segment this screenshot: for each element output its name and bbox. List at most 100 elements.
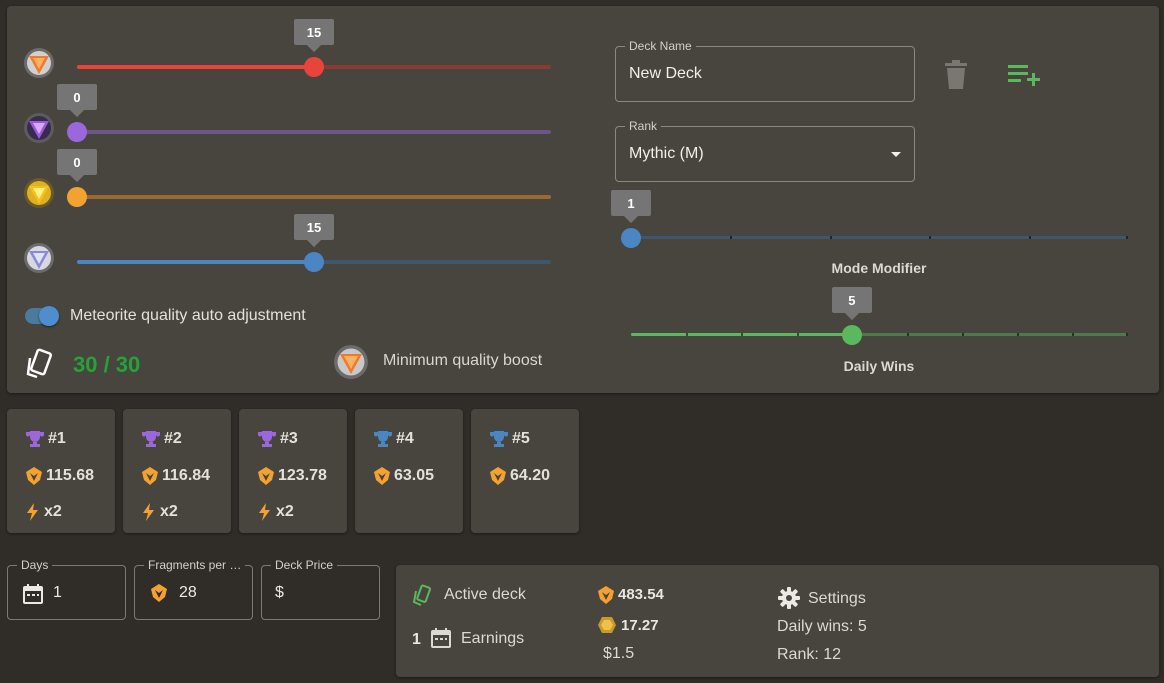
fragments-total: 483.54 [618,586,664,603]
gear-icon[interactable] [778,587,800,609]
trophy-icon [141,431,161,447]
settings-label[interactable]: Settings [808,590,866,607]
min-quality-boost-label: Minimum quality boost [383,352,543,369]
blue-slider-track[interactable]: 15 [77,214,551,272]
blue-meteorite-slider-row: 15 [7,214,567,282]
orange-slider-value-tooltip: 0 [57,149,97,175]
fragment-icon [26,467,42,485]
rank-card-1: #1 115.68 x2 [7,409,115,533]
deck-price-value[interactable]: $ [275,584,284,601]
calendar-icon [431,628,451,648]
card-count: 30 / 30 [73,352,141,377]
fragment-icon [490,467,506,485]
rank-number: #4 [396,430,414,447]
rank-number: #1 [48,430,66,447]
days-field[interactable]: Days 1 [7,558,126,620]
fragment-icon [598,586,614,604]
daily-wins-tooltip: 5 [831,287,872,313]
coin-icon [598,617,616,633]
boost-value: x2 [276,503,294,520]
rank-card-5: #5 64.20 [471,409,579,533]
cards-icon [26,348,53,379]
red-slider-value-tooltip: 15 [294,19,334,45]
deck-price-field[interactable]: Deck Price $ [261,558,380,620]
auto-adjust-toggle-knob[interactable] [39,306,59,326]
deck-name-value[interactable]: New Deck [629,65,702,82]
blue-meteorite-icon [24,243,54,273]
purple-meteorite-slider-row: 0 [7,84,567,152]
boost-value: x2 [44,503,62,520]
rank-number: #3 [280,430,298,447]
rank-line: #1 [25,430,66,448]
active-deck-label: Active deck [444,586,526,603]
playlist-add-icon[interactable] [1007,62,1041,88]
rank-card-4: #4 63.05 [355,409,463,533]
daily-wins-label: Daily Wins [843,358,915,374]
trophy-icon [257,431,277,447]
purple-slider-track[interactable]: 0 [57,84,551,142]
summary-daily-wins: Daily wins: 5 [777,618,867,635]
orange-meteorite-icon[interactable] [333,344,369,380]
fragments-line: 123.78 [257,466,327,486]
auto-adjust-label: Meteorite quality auto adjustment [70,307,306,324]
orange-slider-thumb[interactable] [67,187,87,207]
chevron-down-icon[interactable] [891,152,901,157]
mode-modifier-thumb[interactable] [621,228,641,248]
auto-adjust-toggle[interactable] [25,306,59,326]
red-slider-track[interactable]: 15 [77,19,551,77]
rank-card-2: #2 116.84 x2 [123,409,231,533]
rank-label: Rank [625,119,662,133]
daily-wins-thumb[interactable] [841,325,862,345]
rank-value: Mythic (M) [629,145,704,162]
daily-wins-slider[interactable]: 5 [631,287,1128,345]
trash-icon[interactable] [943,60,969,90]
price-total: $1.5 [603,645,635,662]
blue-slider-thumb[interactable] [304,252,324,272]
boost-line: x2 [141,502,178,522]
blue-slider-fill [77,260,314,264]
lightning-icon [259,503,270,521]
days-label: Days [17,558,53,572]
trophy-icon [25,431,45,447]
orange-slider-track[interactable]: 0 [57,149,551,207]
rank-line: #3 [257,430,298,448]
fragment-icon [374,467,390,485]
fragments-per-label: Fragments per … [144,558,246,572]
purple-meteorite-icon [24,113,54,143]
deck-name-label: Deck Name [625,39,696,53]
purple-slider-thumb[interactable] [67,122,87,142]
mode-modifier-slider[interactable]: 1 [611,190,1128,248]
boost-value: x2 [160,503,178,520]
rank-card-3: #3 123.78 x2 [239,409,347,533]
fragments-value: 123.78 [278,467,327,484]
fragment-icon [151,584,167,602]
fragments-value: 115.68 [46,467,95,484]
boost-line: x2 [257,502,294,522]
rank-number: #5 [512,430,530,447]
deck-name-field[interactable]: Deck Name New Deck [615,39,915,102]
fragments-line: 116.84 [141,466,210,486]
mode-modifier-tooltip: 1 [611,190,651,216]
deck-config-panel: 15 0 0 15 [7,6,1159,393]
summary-days-value: 1 [412,631,421,648]
lightning-icon [143,503,154,521]
blue-slider-value-tooltip: 15 [294,214,334,240]
rank-number: #2 [164,430,182,447]
days-value[interactable]: 1 [53,584,62,601]
lightning-icon [27,503,38,521]
fragments-per-field[interactable]: Fragments per … 28 [134,558,253,620]
fragments-value: 116.84 [162,467,211,484]
earnings-label: Earnings [461,630,525,647]
red-slider-thumb[interactable] [304,57,324,77]
red-meteorite-icon [24,48,54,78]
purple-slider-value-tooltip: 0 [57,84,97,110]
fragments-value: 64.20 [510,467,551,484]
orange-meteorite-slider-row: 0 [7,149,567,217]
red-slider-fill [77,65,314,69]
fragments-per-value[interactable]: 28 [179,584,197,601]
trophy-icon [489,431,509,447]
summary-panel: Active deck 1 Earnings 483.54 17.27 $1.5… [396,565,1159,677]
rank-select[interactable]: Rank Mythic (M) [615,119,915,182]
fragments-line: 64.20 [489,466,550,486]
red-meteorite-slider-row: 15 [7,19,567,87]
